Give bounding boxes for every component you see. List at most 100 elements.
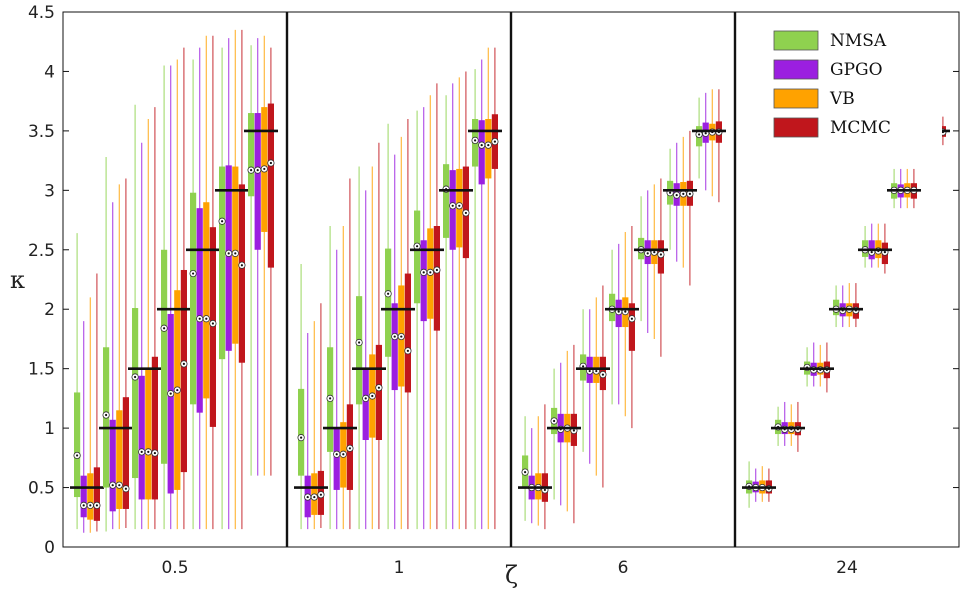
- y-tick-label: 3.5: [28, 122, 55, 142]
- box-nmsa: [190, 192, 197, 405]
- mean-dot-mcmc: [883, 251, 887, 254]
- box-gpgo: [196, 208, 203, 413]
- mean-dot-vb: [234, 252, 237, 255]
- mean-dot-mcmc: [630, 317, 634, 320]
- y-tick-label: 3: [44, 181, 55, 201]
- mean-dot-vb: [400, 335, 403, 338]
- mean-dot-nmsa: [669, 191, 672, 194]
- mean-dot-mcmc: [240, 264, 243, 267]
- mean-dot-vb: [487, 144, 490, 147]
- mean-dot-gpgo: [140, 450, 143, 453]
- mean-dot-nmsa: [553, 419, 556, 423]
- mean-dot-nmsa: [387, 292, 390, 295]
- box-mcmc: [267, 103, 274, 268]
- mean-dot-gpgo: [169, 392, 172, 395]
- mean-dot-nmsa: [474, 139, 477, 142]
- mean-dot-gpgo: [617, 310, 620, 313]
- box-gpgo: [167, 313, 174, 494]
- box-mcmc: [433, 226, 440, 331]
- mean-dot-vb: [313, 495, 316, 499]
- mean-dot-nmsa: [163, 327, 166, 330]
- legend: NMSA GPGO VB MCMC: [760, 25, 942, 165]
- mean-dot-nmsa: [698, 133, 701, 136]
- mean-dot-mcmc: [543, 488, 547, 492]
- box-mcmc: [151, 356, 158, 500]
- mean-dot-mcmc: [124, 487, 127, 490]
- mean-dot-gpgo: [227, 252, 230, 255]
- mean-dot-vb: [342, 453, 345, 456]
- mean-dot-gpgo: [422, 271, 425, 274]
- box-vb: [145, 368, 152, 500]
- mean-dot-vb: [458, 204, 461, 207]
- mean-dot-mcmc: [377, 386, 380, 389]
- mean-dot-mcmc: [182, 362, 185, 366]
- box-gpgo: [362, 368, 369, 440]
- legend-swatch-mcmc: [773, 117, 819, 138]
- mean-dot-gpgo: [364, 397, 367, 400]
- mean-dot-mcmc: [601, 373, 605, 376]
- mean-dot-mcmc: [464, 211, 467, 215]
- y-tick-label: 4.5: [28, 3, 55, 23]
- box-nmsa: [74, 392, 81, 498]
- box-gpgo: [478, 120, 485, 185]
- mean-dot-mcmc: [572, 429, 576, 432]
- box-nmsa: [356, 296, 363, 405]
- box-mcmc: [404, 273, 411, 393]
- box-nmsa: [132, 308, 139, 479]
- box-mcmc: [375, 344, 382, 440]
- mean-dot-vb: [653, 251, 656, 254]
- y-tick-label: 0.5: [28, 479, 55, 499]
- legend-swatch-vb: [773, 88, 819, 109]
- box-gpgo: [391, 303, 398, 391]
- y-tick-label: 1: [44, 419, 55, 439]
- box-mcmc: [628, 303, 635, 351]
- mean-dot-gpgo: [393, 335, 396, 338]
- x-tick-label: 1: [394, 558, 405, 578]
- mean-dot-nmsa: [250, 169, 253, 172]
- mean-dot-gpgo: [306, 495, 309, 499]
- mean-dot-nmsa: [105, 413, 108, 417]
- mean-dot-vb: [429, 271, 432, 274]
- box-gpgo: [420, 240, 427, 322]
- mean-dot-gpgo: [675, 193, 678, 197]
- y-axis-ticks: 0 0.5 1 1.5 2 2.5 3 3.5 4 4.5: [28, 3, 959, 558]
- box-nmsa: [443, 164, 450, 238]
- x-tick-label: 24: [836, 558, 858, 578]
- x-tick-label: 6: [618, 558, 629, 578]
- mean-dot-nmsa: [192, 272, 195, 275]
- mean-dot-vb: [595, 369, 598, 373]
- mean-dot-mcmc: [435, 268, 438, 272]
- mean-dot-gpgo: [111, 484, 114, 487]
- box-gpgo: [225, 165, 232, 351]
- box-mcmc: [238, 184, 245, 363]
- mean-dot-nmsa: [582, 365, 585, 368]
- mean-dot-mcmc: [659, 253, 663, 256]
- mean-dot-gpgo: [646, 252, 649, 255]
- mean-dot-nmsa: [358, 341, 361, 344]
- box-nmsa: [298, 388, 305, 476]
- legend-label-nmsa: NMSA: [830, 31, 887, 51]
- mean-dot-mcmc: [493, 140, 496, 143]
- mean-dot-vb: [118, 484, 121, 487]
- mean-dot-vb: [89, 504, 92, 507]
- box-vb: [87, 473, 94, 520]
- box-nmsa: [219, 166, 226, 360]
- box-gpgo: [80, 475, 87, 518]
- box-gpgo: [109, 419, 116, 512]
- mean-dot-mcmc: [348, 447, 351, 450]
- plot-marks: [70, 29, 950, 533]
- mean-dot-mcmc: [211, 322, 214, 325]
- y-axis-label: κ: [10, 266, 25, 294]
- mean-dot-vb: [205, 317, 208, 320]
- box-mcmc: [93, 467, 100, 521]
- mean-dot-vb: [624, 310, 627, 313]
- mean-dot-vb: [682, 192, 685, 195]
- mean-dot-mcmc: [688, 192, 692, 195]
- mean-dot-gpgo: [82, 504, 85, 507]
- mean-dot-nmsa: [329, 397, 332, 400]
- mean-dot-gpgo: [451, 204, 454, 207]
- mean-dot-nmsa: [76, 454, 79, 457]
- mean-dot-vb: [371, 394, 374, 398]
- mean-dot-gpgo: [480, 144, 483, 147]
